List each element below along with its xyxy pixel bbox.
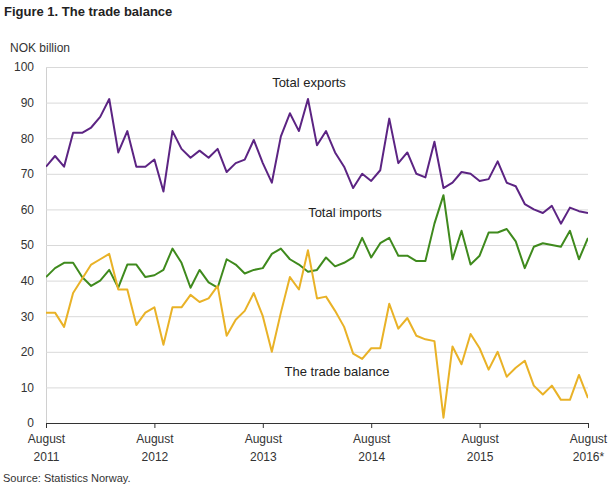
- y-tick: 50: [21, 238, 588, 252]
- x-tick-label: August2013: [245, 432, 283, 465]
- chart-container: 0102030405060708090100August2011August20…: [0, 0, 609, 488]
- x-tick: August2011: [28, 423, 66, 464]
- x-tick-mark: [371, 423, 372, 428]
- x-tick-mark: [263, 423, 264, 428]
- chart-svg: 0102030405060708090100August2011August20…: [0, 0, 609, 488]
- series-line: [46, 99, 588, 224]
- x-tick-mark: [480, 423, 481, 428]
- source: Source: Statistics Norway.: [3, 472, 131, 484]
- series-line: [46, 195, 588, 288]
- y-axis: 0 10 20 30 40 50 60 70 80 90 100: [14, 60, 588, 430]
- y-tick: 80: [21, 132, 588, 146]
- x-tick-label: August2016*: [570, 432, 608, 465]
- y-tick: 100: [14, 60, 588, 74]
- grid-line: [46, 352, 588, 353]
- x-tick-label: August2011: [28, 432, 66, 465]
- lines: [46, 99, 588, 418]
- series-line: [46, 250, 588, 417]
- y-tick-label: 100: [14, 60, 34, 74]
- y-tick-label: 0: [27, 416, 34, 430]
- y-axis-line: [47, 68, 589, 424]
- grid-line: [46, 281, 588, 282]
- y-tick-label: 30: [21, 310, 35, 324]
- grid-line: [46, 387, 588, 388]
- x-tick: August2015: [461, 423, 499, 464]
- y-tick: 10: [21, 381, 588, 395]
- y-tick: 0: [27, 416, 588, 430]
- x-tick-label: August2015: [461, 432, 499, 465]
- x-tick: August2012: [136, 423, 174, 464]
- y-tick: 60: [21, 203, 588, 217]
- title: Figure 1. The trade balance: [4, 4, 172, 19]
- x-tick: August2014: [353, 423, 391, 464]
- y-tick-label: 60: [21, 203, 35, 217]
- x-tick-mark: [588, 423, 589, 428]
- x-tick: August2016*: [570, 423, 608, 464]
- x-tick: August2013: [245, 423, 283, 464]
- y-tick: 20: [21, 345, 588, 359]
- grid-line: [46, 316, 588, 317]
- x-axis: August2011 August2012 August2013 August2014…: [28, 423, 608, 464]
- y-axis-title: NOK billion: [10, 41, 70, 55]
- x-tick-mark: [46, 423, 47, 428]
- y-tick-label: 40: [21, 274, 35, 288]
- y-tick-label: 80: [21, 132, 35, 146]
- series-label: Total exports: [272, 75, 346, 90]
- x-axis-line: [47, 424, 589, 429]
- grid-line: [46, 245, 588, 246]
- y-tick-label: 50: [21, 238, 35, 252]
- grid-line: [46, 103, 588, 104]
- grid-line: [46, 174, 588, 175]
- x-tick-label: August2012: [136, 432, 174, 465]
- plot-area: 0102030405060708090100August2011August20…: [14, 60, 608, 464]
- grid-line: [46, 138, 588, 139]
- x-tick-label: August2014: [353, 432, 391, 465]
- series-label: Total imports: [308, 205, 382, 220]
- y-tick: 40: [21, 274, 588, 288]
- y-tick-label: 20: [21, 345, 35, 359]
- series-label: The trade balance: [285, 364, 390, 379]
- y-tick: 30: [21, 310, 588, 324]
- y-tick-label: 10: [21, 381, 35, 395]
- y-tick-label: 90: [21, 96, 35, 110]
- y-tick-label: 70: [21, 167, 35, 181]
- grid-line: [46, 67, 588, 68]
- x-tick-mark: [154, 423, 155, 428]
